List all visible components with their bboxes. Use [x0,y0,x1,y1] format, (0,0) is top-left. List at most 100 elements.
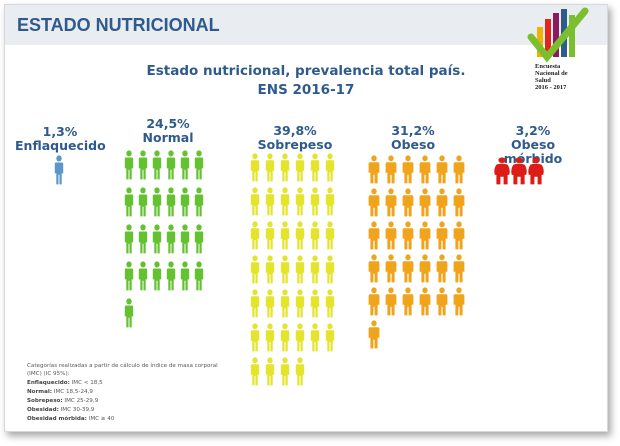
person-icon [436,221,448,255]
logo-bar [553,13,559,57]
person-icon [453,254,465,288]
person-icon [193,150,205,185]
person-icon [309,153,321,187]
person-icon [402,221,414,255]
person-icon [494,157,510,190]
footnote-line: Enflaquecido: IMC < 18,5 [27,379,227,388]
logo-bar [545,19,551,57]
person-icon [528,157,544,190]
logo-check-icon [527,7,589,63]
footnote-line: Obesidad mórbida: IMC ≥ 40 [27,415,227,424]
logo-graphic [527,7,589,63]
chart-title-line1: Estado nutricional, prevalencia total pa… [146,63,466,79]
person-icon [324,289,336,323]
category-value: 39,8% [273,123,317,138]
person-icon [249,153,261,187]
person-icon [264,323,276,357]
footnote-label: Normal: [27,389,53,395]
person-icon [402,254,414,288]
person-icon [137,261,149,296]
person-icon [294,153,306,187]
person-icon [179,187,191,222]
person-icon [511,157,527,190]
person-icon [419,221,431,255]
person-icon [385,221,397,255]
person-icon [402,155,414,189]
person-icon [419,155,431,189]
person-icon [368,254,380,288]
person-icon [309,187,321,221]
person-icon [324,221,336,255]
footnote-label: Enflaquecido: [27,380,70,386]
footnote-value: IMC < 18,5 [69,380,103,386]
footnote-intro: Categorías realizadas a partir de cálcul… [27,363,218,377]
category-enflaquecido: 1,3% Enflaquecido [15,124,106,153]
person-icon [249,255,261,289]
person-icon [385,287,397,321]
person-icon [279,255,291,289]
person-icon [264,289,276,323]
person-icon [309,221,321,255]
person-icon [165,187,177,222]
person-icon [324,255,336,289]
person-icon [453,188,465,222]
person-icon [123,224,135,259]
logo-bar [569,15,575,57]
person-icon [264,153,276,187]
person-icon [264,255,276,289]
person-icon [419,254,431,288]
ens-logo: Encuesta Nacional de Salud 2016 - 2017 [525,7,599,93]
person-icon [436,188,448,222]
person-icon [264,357,276,391]
person-icon [249,323,261,357]
chart-title-line2: ENS 2016-17 [257,82,355,98]
person-icon [294,255,306,289]
footnote-line: Normal: IMC 18,5-24,9 [27,388,227,397]
logo-text: Encuesta Nacional de Salud 2016 - 2017 [535,63,601,91]
person-icon [249,187,261,221]
person-icon [264,221,276,255]
category-sobrepeso: 39,8% Sobrepeso [250,124,340,152]
person-icon [294,289,306,323]
person-icon [453,287,465,321]
person-icon [179,261,191,296]
person-icon [368,221,380,255]
logo-line: Salud [535,77,551,84]
category-value: 3,2% [515,123,551,138]
person-icon [294,187,306,221]
category-obeso: 31,2% Obeso [368,124,458,152]
person-icon [279,221,291,255]
footnote-value: IMC 25-29,9 [62,398,99,404]
person-icon [309,323,321,357]
person-icon [324,187,336,221]
footnote-value: IMC ≥ 40 [86,416,115,422]
person-icon [249,357,261,391]
category-label: Enflaquecido [15,138,106,153]
logo-line: 2016 - 2017 [535,84,567,91]
person-icon [402,287,414,321]
person-icon [368,155,380,189]
footnote-line: Sobrepeso: IMC 25-29,9 [27,397,227,406]
person-icon [193,187,205,222]
person-icon [436,287,448,321]
person-icon [453,155,465,189]
person-icon [179,224,191,259]
category-label: Obeso [390,137,436,152]
person-icon [324,323,336,357]
category-value: 1,3% [42,124,78,139]
person-icon [123,150,135,185]
person-icon [309,255,321,289]
category-normal: 24,5% Normal [123,117,213,145]
person-icon [151,150,163,185]
person-icon [436,254,448,288]
person-icon [385,254,397,288]
person-icon [193,261,205,296]
category-value: 24,5% [146,116,190,131]
person-icon [294,323,306,357]
header-band: ESTADO NUTRICIONAL [5,5,607,45]
person-icon [294,221,306,255]
person-icon [279,153,291,187]
person-icon [309,289,321,323]
person-icon [368,287,380,321]
person-icon [279,357,291,391]
